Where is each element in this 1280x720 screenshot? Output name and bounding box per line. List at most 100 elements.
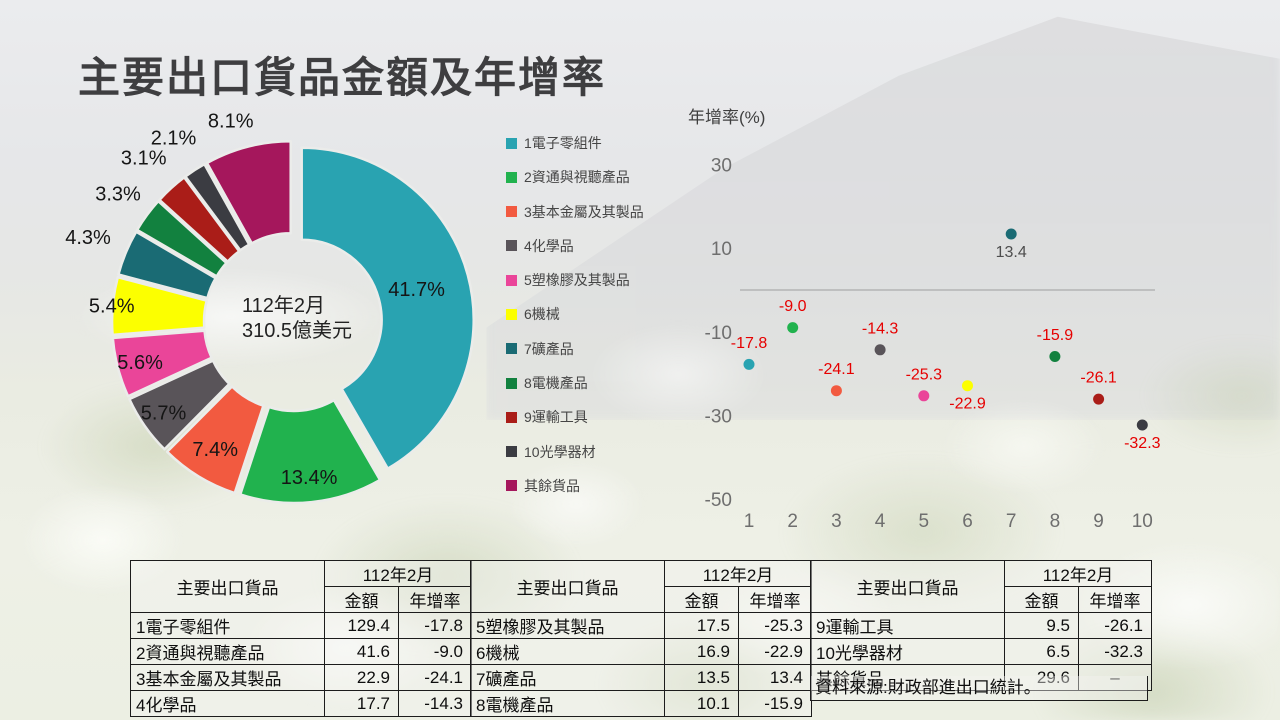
table-row: 3基本金屬及其製品 22.9 -24.1 (130, 664, 472, 691)
rate-cell: -24.1 (398, 664, 472, 691)
scatter-point (1136, 419, 1148, 431)
donut-slice-label: 8.1% (208, 111, 254, 133)
table-row: 其餘貨品 29.6– (810, 664, 1152, 691)
rate-cell: -17.8 (398, 612, 472, 639)
legend-label: 8電機產品 (524, 375, 588, 392)
product-cell: 4化學品 (130, 690, 325, 717)
legend-swatch-icon (506, 274, 517, 286)
table-header-amount: 金額 (1004, 586, 1079, 613)
product-cell: 9運輸工具 (810, 612, 1005, 639)
product-cell: 10光學器材 (810, 638, 1005, 665)
legend-swatch-icon (506, 171, 517, 183)
amount-cell: 13.5 (664, 664, 739, 691)
donut-slice-label: 7.4% (192, 439, 238, 461)
legend-label: 4化學品 (524, 237, 574, 254)
legend-label: 2資通與視聽產品 (524, 169, 630, 186)
table-row: 8電機產品 10.1 -15.9 (470, 690, 812, 717)
product-cell: 2資通與視聽產品 (130, 638, 325, 665)
donut-slice (110, 275, 208, 337)
legend-label: 3基本金屬及其製品 (524, 203, 644, 220)
table-header-rate: 年增率 (738, 586, 812, 613)
scatter-point (962, 380, 973, 392)
table-row: 2資通與視聽產品 41.6 -9.0 (130, 638, 472, 665)
x-axis-tick: 5 (919, 511, 930, 532)
scatter-data-label: -24.1 (818, 361, 855, 378)
scatter-point (830, 385, 842, 397)
table-row: 5塑橡膠及其製品 17.5 -25.3 (470, 612, 812, 639)
donut-slice-label: 13.4% (281, 467, 338, 489)
y-axis-tick: 10 (711, 239, 732, 260)
y-axis-tick: 30 (711, 156, 732, 177)
x-axis-tick: 10 (1132, 511, 1153, 532)
amount-cell: 29.6 (1004, 664, 1079, 691)
y-axis-tick: -30 (705, 406, 732, 427)
donut-slice (165, 385, 265, 495)
table-header-product: 主要出口貨品 (130, 560, 325, 613)
legend: 1電子零組件 2資通與視聽產品 3基本金屬及其製品 4化學品 5塑橡膠及其製品 6機械 7礦… (506, 133, 644, 510)
donut-slice (128, 359, 231, 451)
table-header-period: 112年2月 (664, 560, 812, 587)
product-cell: 8電機產品 (470, 690, 665, 717)
scatter-point (1005, 228, 1017, 240)
legend-item: 10光學器材 (506, 442, 644, 462)
donut-slice (158, 176, 241, 263)
legend-item: 5塑橡膠及其製品 (506, 270, 644, 290)
amount-cell: 6.5 (1004, 638, 1079, 665)
amount-cell: 17.7 (324, 690, 399, 717)
donut-center-period: 112年2月 (242, 295, 326, 317)
scatter-point (1049, 351, 1061, 362)
legend-swatch-icon (506, 446, 517, 458)
scatter-point (743, 358, 755, 370)
donut-slice-label: 41.7% (388, 279, 445, 301)
legend-swatch-icon (506, 137, 517, 149)
rate-cell: -15.9 (738, 690, 812, 717)
donut-slice-label: 5.7% (141, 403, 187, 425)
table-header-product: 主要出口貨品 (810, 560, 1005, 613)
rate-cell: -22.9 (738, 638, 812, 665)
rate-cell: – (1078, 664, 1152, 691)
x-axis-tick: 3 (831, 511, 842, 532)
donut-center-total: 310.5億美元 (242, 320, 353, 342)
x-axis-tick: 8 (1050, 511, 1061, 532)
table-row: 9運輸工具 9.5 -26.1 (810, 612, 1152, 639)
scatter-chart: 30 10 -10 -30 -50 1 2 3 4 5 6 7 8 9 10 -17.8 -9.0 -24.1 -1… (705, 156, 1161, 532)
scatter-data-label: -15.9 (1037, 327, 1074, 344)
scatter-data-label: -17.8 (731, 335, 768, 352)
amount-cell: 16.9 (664, 638, 739, 665)
table-header-period: 112年2月 (1004, 560, 1152, 587)
table-header-period: 112年2月 (324, 560, 472, 587)
table-row: 1電子零組件 129.4 -17.8 (130, 612, 472, 639)
donut-slice (135, 199, 228, 278)
table-header-amount: 金額 (324, 586, 399, 613)
legend-label: 9運輸工具 (524, 409, 588, 426)
y-axis-tick: -50 (705, 490, 732, 511)
rate-cell: -32.3 (1078, 638, 1152, 665)
x-axis-tick: 6 (962, 511, 973, 532)
donut-center-label: 112年2月 310.5億美元 (242, 294, 352, 344)
page-title: 主要出口貨品金額及年增率 (78, 54, 607, 101)
scatter-point (1093, 393, 1105, 405)
amount-cell: 129.4 (324, 612, 399, 639)
product-cell: 1電子零組件 (130, 612, 325, 639)
table-header-product: 主要出口貨品 (470, 560, 665, 613)
legend-swatch-icon (506, 480, 517, 492)
legend-item: 7礦產品 (506, 339, 644, 359)
x-axis-tick: 2 (787, 511, 798, 532)
donut-slice-label: 3.3% (95, 184, 141, 206)
summary-table-1: 主要出口貨品 112年2月 金額 年增率 1電子零組件 129.4 -17.8 2資通與視聽產… (130, 560, 472, 717)
product-cell: 5塑橡膠及其製品 (470, 612, 665, 639)
table-header-rate: 年增率 (1078, 586, 1152, 613)
legend-item: 8電機產品 (506, 373, 644, 393)
scatter-data-label: -9.0 (779, 298, 807, 315)
donut-slice-label: 5.4% (89, 296, 135, 318)
rate-cell: -26.1 (1078, 612, 1152, 639)
legend-swatch-icon (506, 240, 517, 252)
legend-item: 4化學品 (506, 236, 644, 256)
legend-swatch-icon (506, 377, 517, 389)
scatter-point (787, 322, 799, 334)
scatter-point (874, 344, 886, 356)
source-note: 資料來源:財政部進出口統計。 (810, 676, 1148, 701)
summary-table-2: 主要出口貨品 112年2月 金額 年增率 5塑橡膠及其製品 17.5 -25.3 6機械 16.… (470, 560, 812, 717)
legend-label: 其餘貨品 (524, 477, 580, 494)
